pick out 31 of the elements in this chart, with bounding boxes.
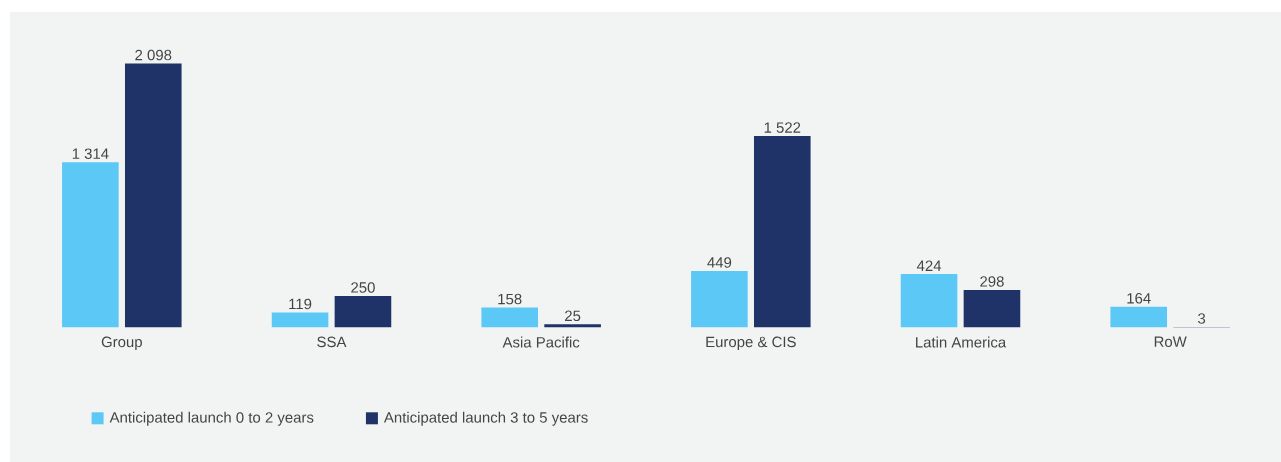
bar bbox=[900, 274, 958, 328]
bar bbox=[481, 307, 539, 328]
bar bbox=[271, 312, 329, 328]
bar bbox=[753, 136, 811, 328]
x-tick-label: SSA bbox=[317, 336, 347, 348]
bar bbox=[544, 324, 601, 328]
data-label: 1 314 bbox=[72, 148, 109, 159]
bar bbox=[1110, 306, 1168, 328]
x-tick-label: Group bbox=[101, 336, 142, 351]
legend-label: Anticipated launch 0 to 2 years bbox=[109, 411, 314, 426]
data-label: 119 bbox=[289, 298, 312, 310]
data-label: 250 bbox=[351, 282, 375, 293]
legend-label: Anticipated launch 3 to 5 years bbox=[383, 411, 588, 426]
data-label: 164 bbox=[1127, 293, 1151, 304]
bar bbox=[62, 162, 119, 328]
data-label: 298 bbox=[980, 276, 1004, 287]
data-label: 424 bbox=[916, 260, 942, 271]
data-label: 1 522 bbox=[764, 122, 801, 133]
x-tick-label: Latin America bbox=[916, 336, 1007, 348]
x-tick-label: RoW bbox=[1154, 336, 1187, 348]
bar bbox=[963, 289, 1021, 328]
data-label: 2 098 bbox=[135, 49, 172, 61]
data-label: 25 bbox=[565, 310, 581, 322]
bar bbox=[691, 270, 748, 328]
x-tick-label: Europe & CIS bbox=[706, 336, 796, 351]
bar bbox=[334, 295, 392, 328]
x-tick-label: Asia Pacific bbox=[502, 336, 580, 348]
data-label: 449 bbox=[707, 257, 732, 268]
data-label: 158 bbox=[498, 293, 522, 305]
data-label: 3 bbox=[1198, 313, 1206, 324]
bar bbox=[124, 63, 182, 328]
